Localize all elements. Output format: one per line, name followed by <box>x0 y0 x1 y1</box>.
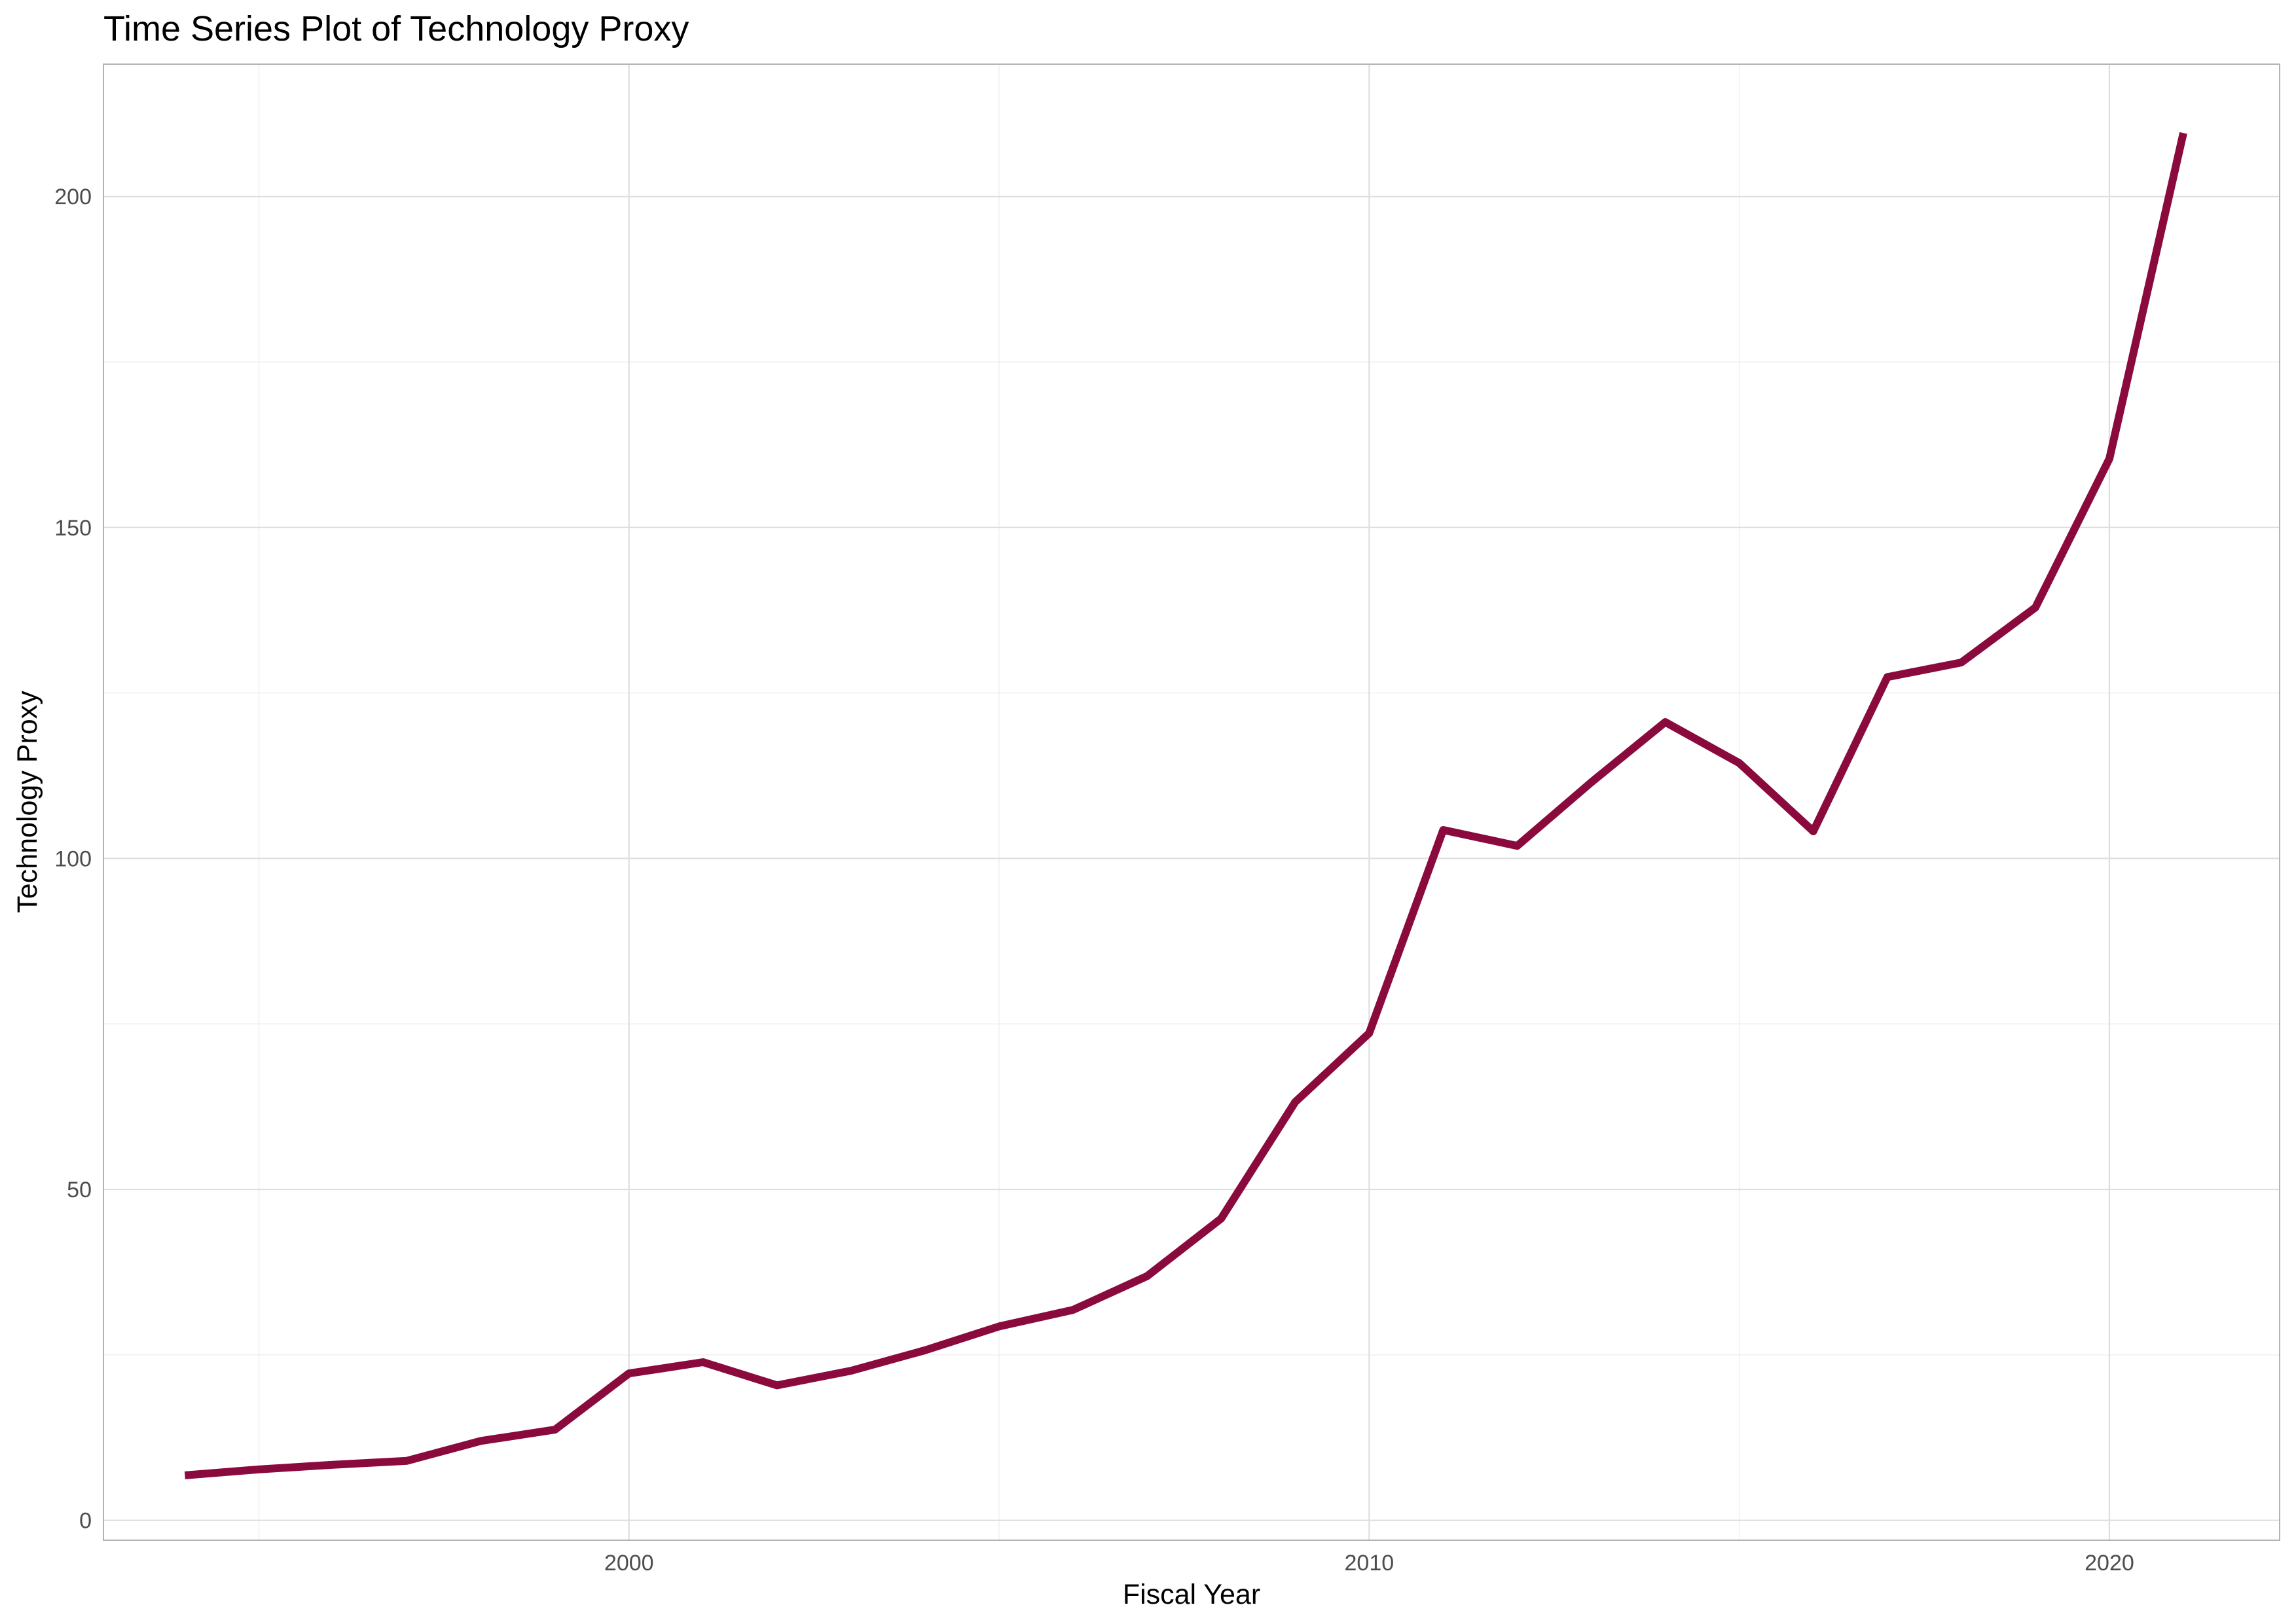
x-tick-label: 2000 <box>604 1551 654 1576</box>
series-line <box>184 132 2187 1479</box>
gridlines <box>103 64 2280 1540</box>
y-axis-tick-labels: 0 50 100 150 200 <box>54 185 92 1533</box>
series-lines <box>184 132 2187 1479</box>
plot-panel-border <box>103 63 2280 1541</box>
y-tick-label: 0 <box>79 1509 92 1534</box>
y-axis-title: Technology Proxy <box>12 691 43 913</box>
y-tick-label: 200 <box>54 185 92 209</box>
y-tick-label: 50 <box>67 1178 92 1202</box>
x-axis-tick-labels: 2000 2010 2020 <box>604 1551 2134 1576</box>
x-tick-label: 2020 <box>2085 1551 2134 1576</box>
x-axis-title: Fiscal Year <box>1123 1579 1260 1610</box>
x-tick-label: 2010 <box>1345 1551 1394 1576</box>
y-tick-label: 100 <box>54 846 92 871</box>
y-tick-label: 150 <box>54 516 92 541</box>
chart-title: Time Series Plot of Technology Proxy <box>103 9 689 48</box>
